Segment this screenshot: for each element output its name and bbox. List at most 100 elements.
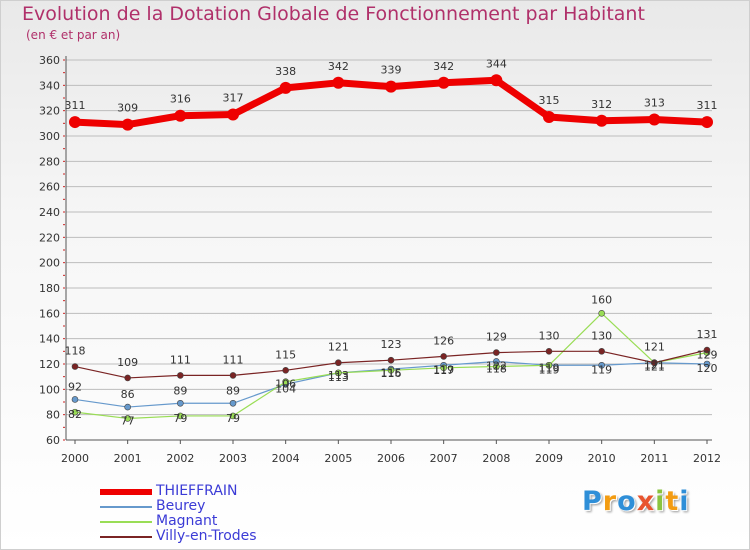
data-point [387, 367, 395, 374]
data-label: 121 [328, 341, 349, 354]
data-label: 104 [275, 382, 296, 395]
data-point [440, 364, 447, 372]
data-point [493, 349, 500, 356]
data-label: 117 [433, 364, 454, 377]
data-label: 116 [381, 367, 402, 380]
legend-swatch-magnant [100, 521, 152, 523]
data-point [229, 399, 237, 407]
data-point [440, 353, 447, 360]
logo-letter: r [602, 486, 618, 517]
legend-label: Magnant [156, 513, 218, 529]
data-label: 130 [591, 329, 612, 342]
data-label: 342 [328, 60, 349, 73]
data-point [651, 359, 658, 367]
y-tick-label: 180 [39, 282, 60, 295]
data-label: 109 [117, 356, 138, 369]
data-label: 130 [539, 329, 560, 342]
data-point [493, 363, 500, 370]
data-point [174, 109, 187, 122]
data-point [701, 116, 713, 129]
legend-label: THIEFFRAIN [156, 483, 238, 499]
data-label: 119 [591, 363, 612, 376]
data-point [282, 378, 289, 386]
data-label: 115 [381, 366, 402, 379]
data-label: 339 [381, 64, 402, 77]
data-point [332, 76, 345, 89]
data-point [490, 74, 503, 87]
data-label: 312 [591, 98, 612, 111]
data-label: 115 [275, 348, 296, 361]
data-point [177, 412, 184, 420]
data-label: 338 [275, 65, 296, 78]
data-label: 119 [539, 363, 560, 376]
data-label: 86 [121, 388, 135, 401]
data-point [71, 363, 79, 370]
data-point [703, 360, 711, 368]
data-label: 316 [170, 93, 191, 106]
data-label: 131 [697, 328, 718, 341]
data-label: 122 [486, 359, 507, 372]
x-tick-label: 2005 [324, 452, 352, 465]
data-point [387, 356, 395, 364]
data-point [177, 399, 184, 407]
data-label: 118 [65, 345, 86, 358]
y-tick-label: 120 [39, 358, 60, 371]
logo-letter: o [617, 486, 637, 517]
y-tick-label: 240 [39, 206, 60, 219]
y-tick-label: 340 [39, 79, 60, 92]
x-tick-label: 2006 [377, 452, 405, 465]
y-tick-label: 160 [39, 307, 60, 320]
data-label: 342 [433, 60, 454, 73]
x-tick-label: 2009 [535, 452, 563, 465]
y-tick-label: 220 [39, 231, 60, 244]
data-point [71, 408, 79, 416]
data-label: 79 [226, 412, 240, 425]
y-tick-label: 80 [46, 409, 60, 422]
data-point [648, 113, 661, 126]
y-tick-label: 200 [39, 257, 60, 270]
data-label: 311 [65, 99, 86, 112]
data-label: 106 [275, 378, 296, 391]
data-label: 317 [223, 91, 244, 104]
data-label: 121 [644, 359, 665, 372]
data-label: 111 [170, 353, 191, 366]
data-point [598, 348, 605, 355]
data-label: 311 [697, 99, 718, 112]
legend-swatch-beurey [100, 506, 152, 508]
data-point [282, 367, 289, 374]
y-tick-label: 100 [39, 383, 60, 396]
chart-subtitle: (en € et par an) [26, 28, 121, 42]
data-label: 129 [486, 331, 507, 344]
legend-swatch-villy [100, 536, 152, 538]
logo-letter: i [679, 486, 690, 517]
data-label: 160 [591, 293, 612, 306]
data-label: 77 [121, 414, 135, 427]
data-label: 120 [697, 362, 718, 375]
data-point [229, 412, 237, 420]
data-label: 121 [644, 341, 665, 354]
y-tick-label: 260 [39, 181, 60, 194]
legend-label: Villy-en-Trodes [156, 528, 257, 544]
data-point [385, 80, 397, 93]
data-point [71, 396, 79, 403]
x-tick-label: 2000 [61, 452, 89, 465]
chart-title: Evolution de la Dotation Globale de Fonc… [22, 3, 645, 25]
x-tick-label: 2012 [693, 452, 721, 465]
data-label: 121 [644, 361, 665, 374]
data-point [227, 108, 239, 121]
x-tick-label: 2011 [640, 452, 668, 465]
y-tick-label: 140 [39, 333, 60, 346]
data-label: 113 [328, 371, 349, 384]
data-label: 119 [539, 361, 560, 374]
data-point [595, 114, 608, 127]
data-label: 113 [328, 369, 349, 382]
data-label: 119 [433, 363, 454, 376]
x-tick-label: 2008 [482, 452, 510, 465]
data-label: 123 [381, 338, 402, 351]
data-label: 315 [539, 94, 560, 107]
data-point [437, 76, 450, 89]
y-tick-label: 60 [46, 434, 60, 447]
x-tick-label: 2007 [430, 452, 458, 465]
data-label: 129 [697, 349, 718, 362]
